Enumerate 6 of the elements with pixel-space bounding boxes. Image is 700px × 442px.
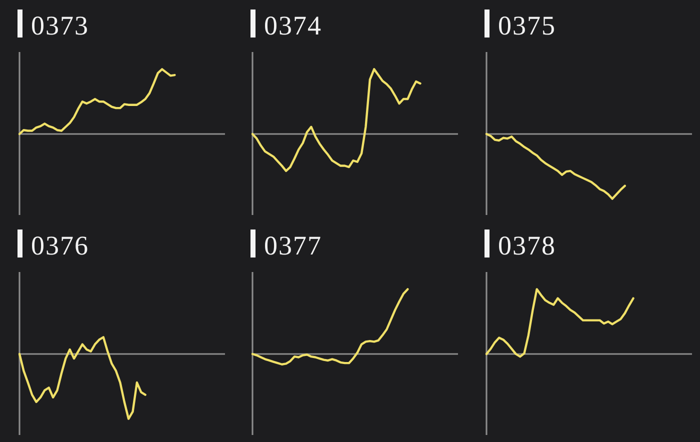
chart-title: 0374 (264, 10, 322, 40)
chart-title: 0377 (264, 230, 322, 260)
chart-title: 0373 (31, 10, 89, 40)
chart-title: 0375 (498, 10, 556, 40)
chart-title: 0376 (31, 230, 89, 260)
chart-title: 0378 (498, 230, 556, 260)
